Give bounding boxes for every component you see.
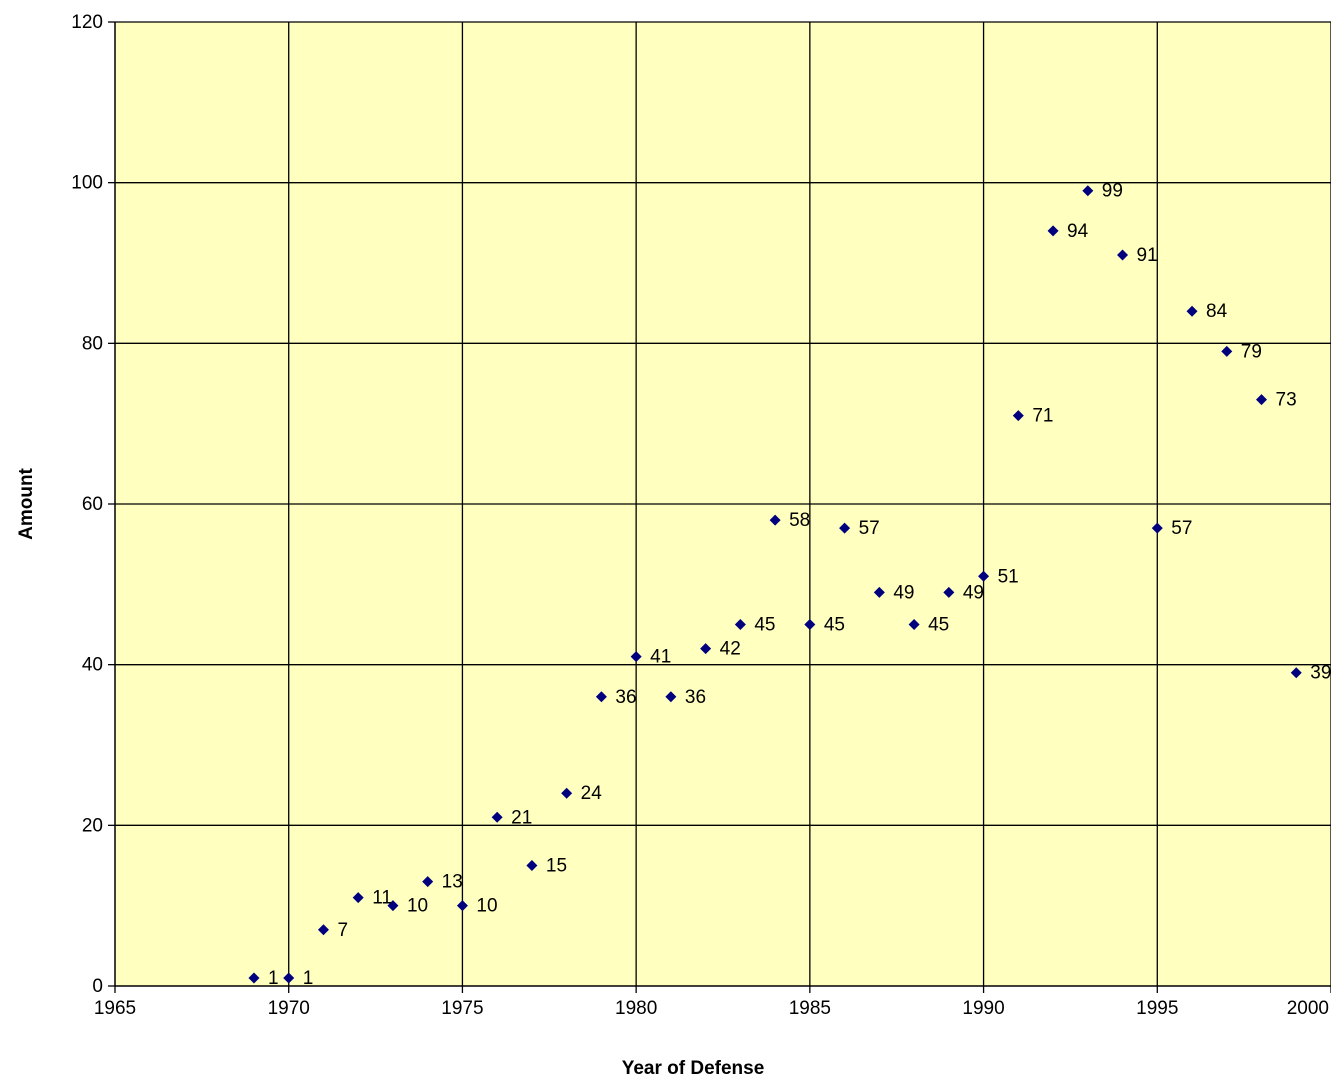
x-tick-label: 1990 — [962, 998, 1004, 1019]
data-point — [839, 522, 851, 534]
data-point — [283, 972, 295, 984]
data-label: 45 — [928, 615, 949, 636]
axes — [108, 21, 1331, 993]
y-tick-label: 80 — [82, 333, 103, 354]
data-label: 49 — [963, 582, 984, 603]
data-label: 94 — [1067, 221, 1089, 242]
data-point — [317, 924, 329, 936]
data-label: 84 — [1206, 301, 1228, 322]
data-point — [1082, 185, 1094, 197]
data-point — [1117, 249, 1129, 261]
x-tick-label: 1995 — [1136, 998, 1178, 1019]
y-tick-label: 20 — [82, 815, 103, 836]
data-label: 45 — [754, 615, 775, 636]
data-label: 71 — [1032, 406, 1053, 427]
tick-labels: 0 20 40 60 80 100 120 1965 1970 1975 1980 1985 1990 1… — [71, 12, 1329, 1019]
data-label: 51 — [998, 566, 1019, 587]
x-tick-label: 1970 — [268, 998, 310, 1019]
data-point — [630, 651, 642, 663]
data-label: 57 — [1171, 518, 1192, 539]
data-point — [804, 619, 816, 630]
data-point — [1186, 305, 1198, 317]
y-axis-title: Amount — [16, 467, 37, 539]
data-point — [700, 643, 712, 655]
y-tick-label: 100 — [71, 173, 103, 194]
data-point — [387, 900, 399, 912]
data-point — [873, 586, 885, 598]
data-label: 36 — [615, 687, 636, 708]
data-label: 41 — [650, 647, 671, 668]
data-label: 42 — [720, 639, 741, 660]
data-label: 49 — [893, 582, 914, 603]
data-label: 79 — [1241, 341, 1262, 362]
data-label: 1 — [268, 968, 279, 989]
data-point — [1012, 410, 1024, 422]
y-tick-label: 60 — [82, 494, 103, 515]
x-tick-label: 1965 — [94, 998, 136, 1019]
data-point — [352, 892, 364, 904]
data-point — [248, 972, 260, 984]
data-point — [769, 514, 781, 526]
data-point — [491, 811, 503, 823]
data-point — [561, 787, 573, 799]
data-label: 73 — [1276, 390, 1297, 411]
data-label: 58 — [789, 510, 810, 531]
data-point — [943, 586, 955, 598]
x-tick-label: 1975 — [441, 998, 483, 1019]
data-label: 1 — [303, 968, 314, 989]
data-label: 57 — [859, 518, 880, 539]
data-label: 99 — [1102, 181, 1123, 202]
data-point — [526, 860, 538, 871]
data-label: 36 — [685, 687, 706, 708]
x-tick-label: 2000 — [1287, 998, 1329, 1019]
data-label: 91 — [1137, 245, 1158, 266]
data-point — [1290, 667, 1302, 679]
data-point — [595, 691, 607, 703]
data-label: 15 — [546, 856, 567, 877]
data-label: 39 — [1310, 663, 1331, 684]
x-tick-label: 1985 — [789, 998, 831, 1019]
data-point — [422, 876, 434, 888]
data-point — [665, 691, 677, 703]
data-label: 21 — [511, 807, 532, 828]
y-tick-label: 0 — [92, 976, 103, 997]
data-point — [1256, 394, 1268, 406]
data-point — [1221, 345, 1233, 357]
data-label: 13 — [442, 872, 463, 893]
data-point — [978, 570, 990, 582]
x-axis-title: Year of Defense — [622, 1058, 765, 1079]
grid-lines — [115, 21, 1331, 986]
data-points — [248, 185, 1302, 984]
data-point — [734, 619, 746, 630]
data-point — [456, 900, 468, 912]
data-label: 11 — [372, 888, 392, 909]
data-point — [908, 619, 920, 630]
data-label: 10 — [476, 896, 497, 917]
data-label: 10 — [407, 896, 428, 917]
data-point — [1151, 522, 1163, 534]
y-tick-label: 40 — [82, 655, 103, 676]
data-label: 45 — [824, 615, 845, 636]
x-tick-label: 1980 — [615, 998, 657, 1019]
data-label: 7 — [337, 920, 348, 941]
y-tick-label: 120 — [71, 12, 103, 33]
data-label: 24 — [581, 783, 603, 804]
data-point — [1047, 225, 1059, 237]
